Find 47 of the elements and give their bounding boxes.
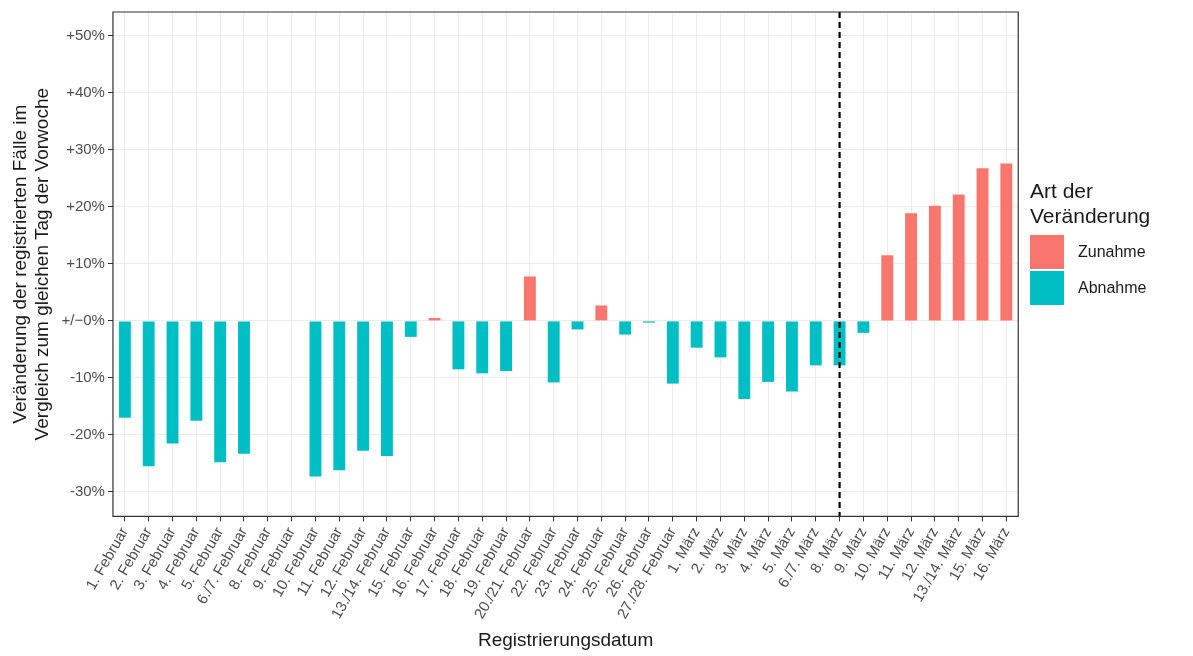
bar [571, 321, 584, 330]
bar [452, 321, 465, 370]
bar [357, 321, 370, 451]
bar [762, 321, 775, 382]
bar [333, 321, 346, 471]
bar [952, 194, 965, 321]
y-tick-label: -10% [69, 368, 105, 386]
bar [714, 321, 727, 358]
bar [928, 205, 941, 321]
bar [523, 276, 536, 321]
bar [809, 321, 822, 366]
y-axis-title: Veränderung der registrierten Fälle im Vergleich zum gleichen Tag der Vorwoche [8, 87, 53, 441]
y-tick-label: +50% [66, 26, 105, 44]
bar [976, 168, 989, 321]
y-tick-label: -30% [69, 482, 105, 500]
bar [476, 321, 489, 374]
y-tick-label: +10% [66, 254, 105, 272]
bar [666, 321, 679, 384]
bar [738, 321, 751, 399]
bar [857, 321, 870, 333]
bar [404, 321, 417, 337]
y-tick-label: +30% [66, 140, 105, 158]
bar [214, 321, 227, 463]
y-tick-label: -20% [69, 425, 105, 443]
y-tick-label: +/−0% [61, 311, 105, 329]
bar [166, 321, 179, 444]
bar [619, 321, 632, 335]
bar [500, 321, 513, 372]
bar [190, 321, 203, 421]
bar [595, 305, 608, 321]
x-axis-title: Registrierungsdatum [477, 628, 654, 650]
y-tick-label: +20% [66, 197, 105, 215]
legend-label: Abnahme [1078, 279, 1147, 297]
bar [1000, 163, 1013, 321]
bar [309, 321, 322, 477]
bar [380, 321, 393, 456]
bar [547, 321, 560, 383]
bar [881, 255, 894, 321]
legend-label: Zunahme [1078, 243, 1146, 261]
bar [118, 321, 131, 418]
bar [238, 321, 250, 454]
legend-title: Art der Veränderung [1030, 178, 1152, 228]
bar [142, 321, 155, 467]
y-tick-label: +40% [66, 83, 105, 101]
bar [690, 321, 703, 348]
bar [785, 321, 798, 392]
bar [905, 213, 918, 321]
